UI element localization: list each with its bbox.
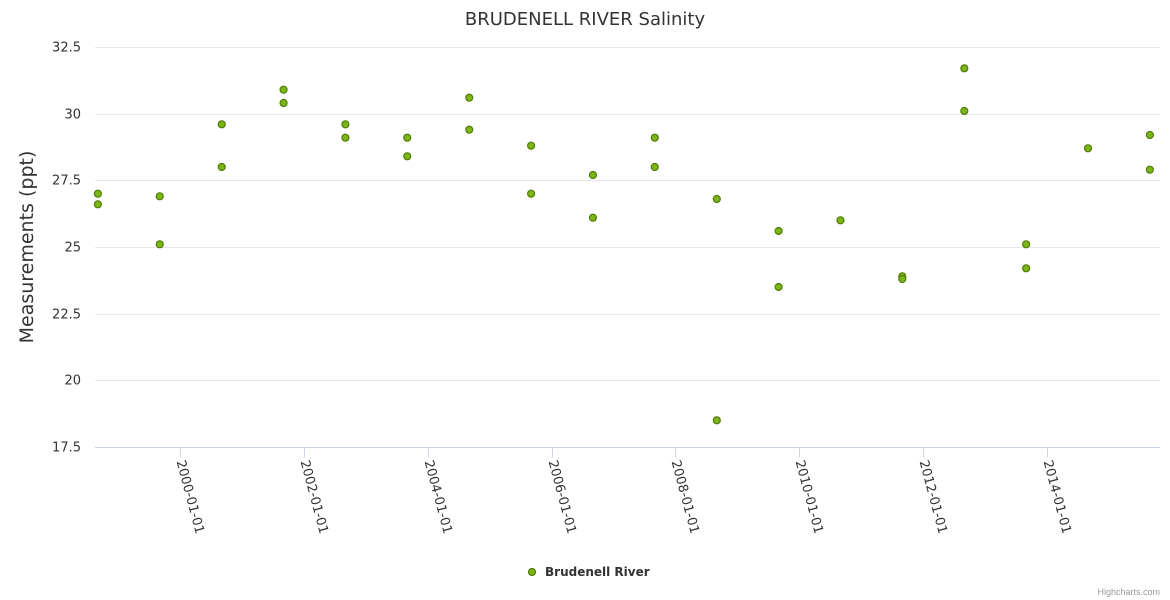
data-point[interactable] [217,162,226,172]
x-tick-label: 2008-01-01 [668,459,702,536]
legend-item-brudenell-river[interactable]: Brudenell River [545,565,650,579]
data-point[interactable] [712,194,721,204]
grid-lines [95,47,1160,381]
data-point[interactable] [93,189,102,198]
x-tick-label: 2014-01-01 [1040,459,1074,536]
x-axis: 2000-01-01 2002-01-01 2004-01-01 2006-01-01… [95,447,1160,536]
data-point[interactable] [217,120,226,129]
x-tick-label: 2006-01-01 [545,459,579,536]
data-point[interactable] [155,192,164,201]
data-point[interactable] [1022,264,1031,273]
series-points[interactable] [93,64,1154,425]
data-point[interactable] [403,152,412,161]
data-point[interactable] [1022,240,1031,249]
data-point[interactable] [1145,130,1154,140]
y-tick-label: 27.5 [52,174,81,189]
x-tick-label: 2000-01-01 [173,459,207,536]
data-point[interactable] [588,170,598,180]
data-point[interactable] [279,85,288,94]
y-tick-label: 25 [64,241,81,256]
data-point[interactable] [960,106,969,116]
legend[interactable]: Brudenell River [527,565,650,579]
y-tick-label: 30 [64,108,81,123]
y-tick-label: 17.5 [52,441,81,456]
data-point[interactable] [650,133,659,142]
chart-title: BRUDENELL RIVER Salinity [465,9,706,30]
y-tick-label: 20 [64,374,81,389]
y-axis-title: Measurements (ppt) [16,151,38,344]
data-point[interactable] [774,226,783,236]
x-tick-label: 2012-01-01 [916,459,950,536]
data-point[interactable] [650,162,659,172]
data-point[interactable] [712,416,721,425]
data-point[interactable] [960,64,969,73]
data-point[interactable] [403,133,412,142]
data-point[interactable] [341,120,350,129]
data-point[interactable] [1083,144,1093,153]
y-tick-label: 32.5 [52,41,81,56]
data-point[interactable] [526,141,536,150]
data-point[interactable] [774,282,783,292]
data-point[interactable] [1145,165,1154,174]
legend-marker[interactable] [527,567,537,577]
x-tick-label: 2004-01-01 [421,459,455,536]
y-axis: 17.5 20 22.5 25 27.5 30 32.5 [52,41,81,456]
data-point[interactable] [526,189,536,198]
y-tick-label: 22.5 [52,308,81,323]
data-point[interactable] [341,133,350,142]
data-point[interactable] [898,274,907,284]
data-point[interactable] [93,200,102,209]
data-point[interactable] [588,213,598,222]
data-point[interactable] [836,216,845,225]
data-point[interactable] [465,125,474,134]
data-point[interactable] [155,240,164,249]
data-point[interactable] [465,93,474,102]
x-tick-label: 2010-01-01 [792,459,826,536]
x-tick-label: 2002-01-01 [297,459,331,536]
data-point[interactable] [279,98,288,108]
credits-link[interactable]: Highcharts.com [1097,587,1160,597]
